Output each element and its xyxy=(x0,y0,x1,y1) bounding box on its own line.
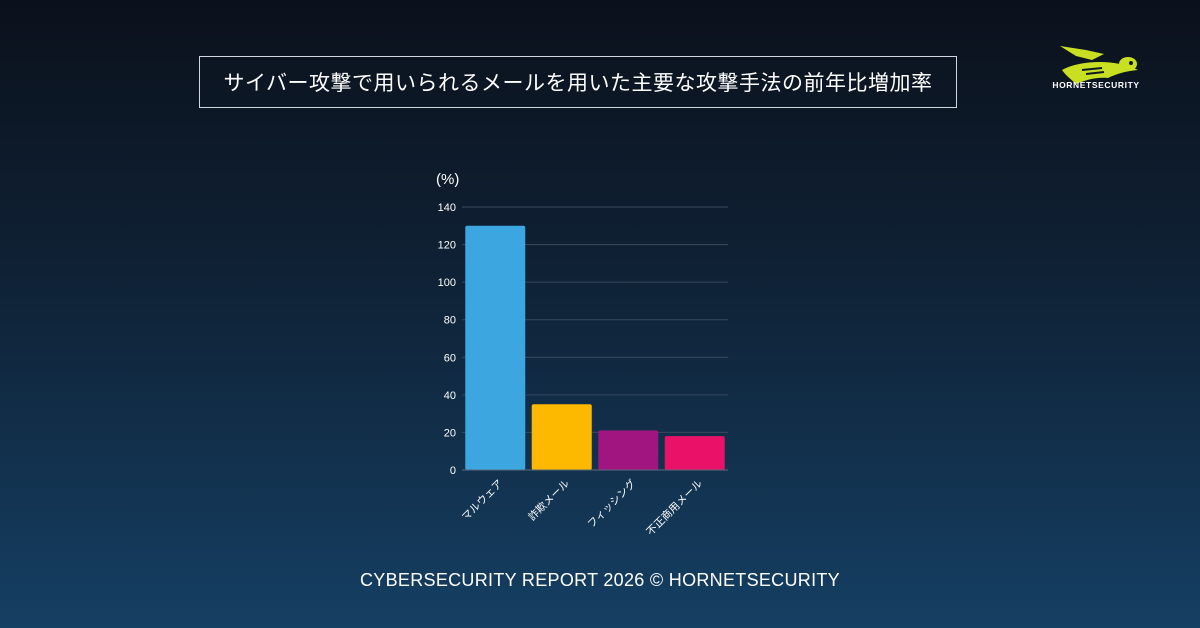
footer-credit: CYBERSECURITY REPORT 2026 © HORNETSECURI… xyxy=(360,570,840,590)
logo-text: HORNETSECURITY xyxy=(1052,80,1140,90)
bar xyxy=(531,404,592,470)
x-category-label: 不正商用メール xyxy=(644,477,705,538)
x-category-label: フィッシング xyxy=(585,477,639,531)
x-category-label: 詐欺メール xyxy=(526,477,572,523)
y-tick-label: 40 xyxy=(444,390,456,402)
chart-title: サイバー攻撃で用いられるメールを用いた主要な攻撃手法の前年比増加率 xyxy=(199,56,957,108)
y-tick-label: 80 xyxy=(444,315,456,327)
bar xyxy=(664,436,725,470)
y-tick-label: 120 xyxy=(438,240,456,252)
x-category-label: マルウェア xyxy=(460,478,506,524)
y-tick-label: 100 xyxy=(438,277,456,289)
bar xyxy=(465,225,526,470)
bar xyxy=(598,430,659,470)
hornet-logo-icon xyxy=(1060,46,1138,84)
y-tick-label: 140 xyxy=(438,202,456,214)
y-axis-label: (%) xyxy=(436,171,459,188)
y-tick-label: 0 xyxy=(450,465,456,477)
y-tick-label: 60 xyxy=(444,352,456,364)
y-tick-label: 20 xyxy=(444,427,456,439)
